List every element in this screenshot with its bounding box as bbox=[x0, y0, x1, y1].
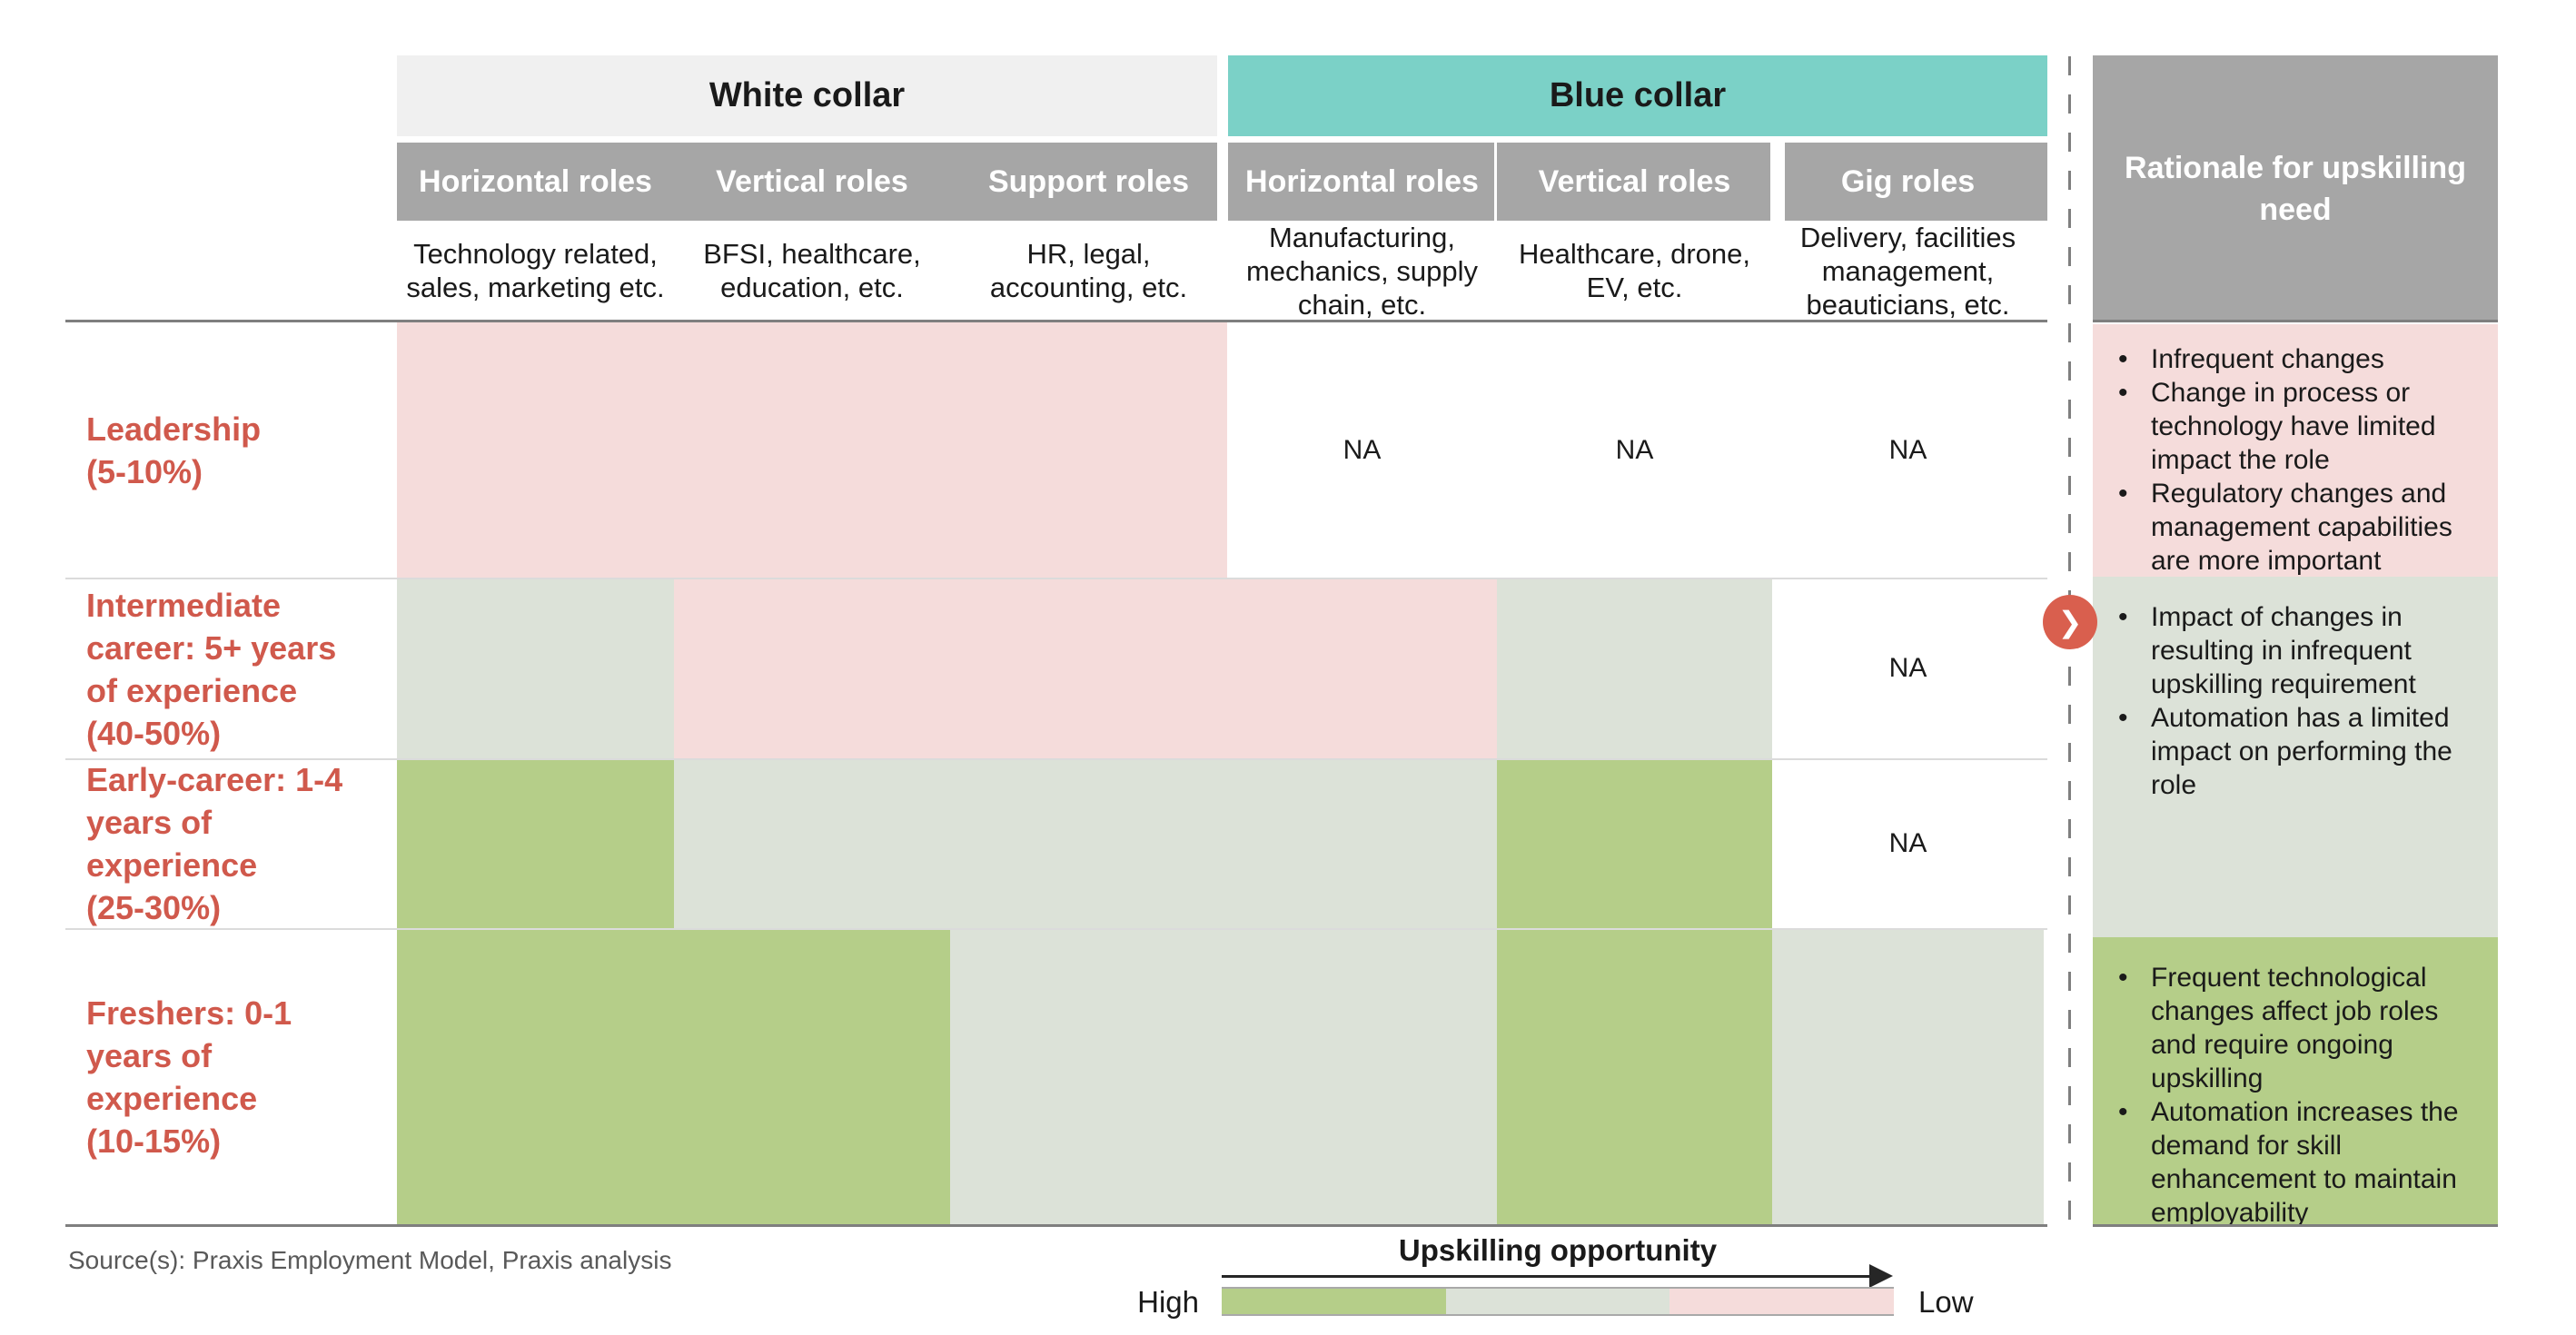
column-header-bc-horizontal: Horizontal roles bbox=[1245, 163, 1479, 199]
rationale-panel-medium: • Impact of changes in resulting in infr… bbox=[2093, 577, 2498, 937]
cell-block-r4-c6 bbox=[1772, 929, 2044, 1224]
rationale-bullet: • Frequent technological changes affect … bbox=[2093, 961, 2498, 1095]
na-cell-r1-c5: NA bbox=[1615, 434, 1654, 465]
bullet-icon: • bbox=[2118, 378, 2128, 408]
blue-collar-label: Blue collar bbox=[1549, 76, 1727, 114]
subheader-divider bbox=[1494, 143, 1497, 221]
legend-segment-high bbox=[1222, 1289, 1446, 1314]
row-divider-2 bbox=[65, 758, 2047, 760]
bullet-icon: • bbox=[2118, 344, 2128, 374]
cell-block-r2-c1 bbox=[397, 578, 674, 758]
cell-block-r1-wc bbox=[397, 322, 1227, 578]
bullet-icon: • bbox=[2118, 1097, 2128, 1127]
chevron-badge: ❯ bbox=[2043, 595, 2097, 649]
na-cell-r2-c6: NA bbox=[1888, 653, 1927, 683]
column-desc-wc-horizontal: Technology related, sales, marketing etc… bbox=[406, 238, 665, 303]
bullet-icon: • bbox=[2118, 963, 2128, 993]
blue-collar-header: Blue collar bbox=[1228, 55, 2047, 136]
bullet-text: Change in process or technology have lim… bbox=[2151, 378, 2436, 475]
rationale-bullet: • Automation has a limited impact on per… bbox=[2093, 701, 2498, 802]
rationale-bullet: • Infrequent changes bbox=[2093, 342, 2498, 376]
column-desc-bc-vertical: Healthcare, drone, EV, etc. bbox=[1518, 238, 1751, 303]
rationale-bottom-rule bbox=[2093, 1224, 2498, 1227]
column-desc-bc-horizontal: Manufacturing, mechanics, supply chain, … bbox=[1245, 221, 1478, 321]
column-desc-wc-support: HR, legal, accounting, etc. bbox=[989, 238, 1188, 303]
column-header-wc-support: Support roles bbox=[987, 163, 1190, 199]
row-label-early-career: Early-career: 1-4 years of experience (2… bbox=[86, 761, 343, 926]
cell-block-r2-c5 bbox=[1497, 578, 1772, 758]
cell-block-r4-c3-c4 bbox=[950, 929, 1497, 1224]
source-note: Source(s): Praxis Employment Model, Prax… bbox=[68, 1246, 672, 1274]
row-label-intermediate: Intermediate career: 5+ years of experie… bbox=[86, 586, 337, 752]
row-label-freshers: Freshers: 0-1 years of experience (10-15… bbox=[86, 994, 292, 1160]
column-header-wc-vertical: Vertical roles bbox=[716, 163, 908, 199]
legend-segment-low bbox=[1669, 1289, 1895, 1314]
bullet-icon: • bbox=[2118, 703, 2128, 733]
column-header-wc-horizontal: Horizontal roles bbox=[419, 163, 652, 199]
cell-block-r3-c1 bbox=[397, 759, 674, 928]
cell-block-r2-c2-c4 bbox=[674, 578, 1497, 758]
cell-block-r3-c2-c4 bbox=[674, 759, 1497, 928]
rationale-bullet: • Impact of changes in resulting in infr… bbox=[2093, 600, 2498, 701]
column-header-bc-vertical: Vertical roles bbox=[1538, 163, 1731, 199]
rationale-bullet: • Regulatory changes and management capa… bbox=[2093, 477, 2498, 578]
cell-block-r3-c5 bbox=[1497, 759, 1772, 928]
rationale-bullet: • Change in process or technology have l… bbox=[2093, 376, 2498, 477]
gig-roles-band bbox=[1785, 143, 2047, 221]
bullet-text: Regulatory changes and management capabi… bbox=[2151, 479, 2452, 576]
na-cell-r3-c6: NA bbox=[1888, 828, 1927, 858]
cell-block-r4-c5 bbox=[1497, 929, 1772, 1224]
bullet-text: Frequent technological changes affect jo… bbox=[2151, 963, 2439, 1093]
chevron-right-icon: ❯ bbox=[2057, 606, 2083, 638]
column-desc-wc-vertical: BFSI, healthcare, education, etc. bbox=[703, 238, 921, 303]
legend-arrow-line bbox=[1222, 1275, 1871, 1278]
bullet-text: Impact of changes in resulting in infreq… bbox=[2151, 602, 2416, 699]
white-collar-roles-band bbox=[397, 143, 1217, 221]
legend-gradient-bar bbox=[1222, 1287, 1895, 1316]
bullet-icon: • bbox=[2118, 602, 2128, 632]
na-cell-r1-c4: NA bbox=[1342, 434, 1382, 465]
legend-low-label: Low bbox=[1918, 1285, 1974, 1319]
legend-high-label: High bbox=[1137, 1285, 1199, 1319]
row-divider-1 bbox=[65, 578, 2047, 579]
bullet-text: Automation increases the demand for skil… bbox=[2151, 1097, 2459, 1228]
rationale-title-box: Rationale for upskilling need bbox=[2093, 55, 2498, 322]
blue-collar-roles-band bbox=[1228, 143, 1770, 221]
row-label-leadership: Leadership (5-10%) bbox=[86, 410, 262, 490]
rationale-bullet: • Automation increases the demand for sk… bbox=[2093, 1095, 2498, 1230]
bullet-text: Infrequent changes bbox=[2151, 344, 2384, 374]
column-header-bc-gig: Gig roles bbox=[1840, 163, 1976, 199]
cell-block-r4-c1-c2 bbox=[397, 929, 950, 1224]
bullet-text: Automation has a limited impact on perfo… bbox=[2151, 703, 2452, 800]
rationale-panel-low: • Infrequent changes • Change in process… bbox=[2093, 324, 2498, 577]
arrow-right-icon bbox=[1869, 1264, 1893, 1288]
legend-segment-medium bbox=[1445, 1289, 1670, 1314]
row-divider-3 bbox=[65, 928, 2047, 930]
legend-title: Upskilling opportunity bbox=[1398, 1233, 1718, 1267]
white-collar-header: White collar bbox=[397, 55, 1217, 136]
rationale-top-rule bbox=[2093, 320, 2498, 322]
table-bottom-rule bbox=[65, 1224, 2047, 1227]
table-top-rule bbox=[65, 320, 2047, 322]
na-cell-r1-c6: NA bbox=[1888, 434, 1927, 465]
bullet-icon: • bbox=[2118, 479, 2128, 509]
rationale-panel-high: • Frequent technological changes affect … bbox=[2093, 937, 2498, 1228]
white-collar-label: White collar bbox=[708, 76, 906, 114]
column-desc-bc-gig: Delivery, facilities management, beautic… bbox=[1799, 221, 2016, 321]
